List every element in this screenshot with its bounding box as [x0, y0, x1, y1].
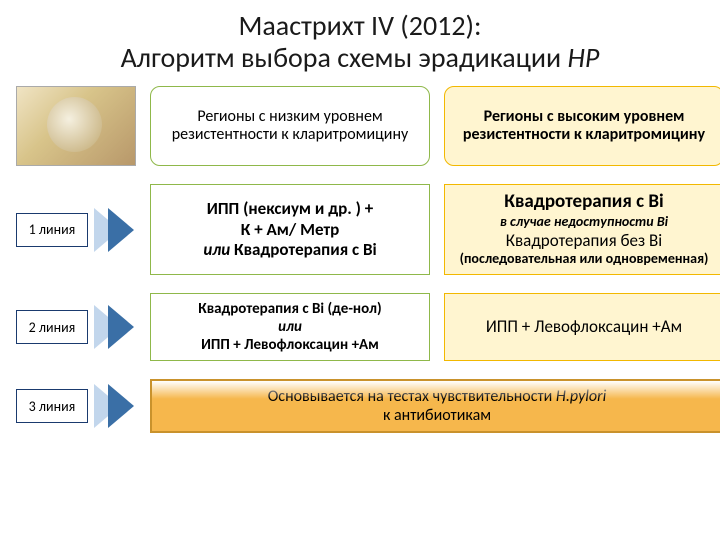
page-title: Маастрихт IV (2012): Алгоритм выбора схе…: [0, 0, 720, 82]
chevron-icon: [94, 208, 134, 252]
line-2-label: 2 линия: [16, 310, 88, 344]
line-1-high-box: Квадротерапия с Biв случае недоступности…: [444, 184, 720, 275]
line-1-label: 1 линия: [16, 213, 88, 247]
line-3-wide-box: Основывается на тестах чувствительности …: [150, 379, 720, 433]
chevron-icon: [94, 305, 134, 349]
line-3-label: 3 линия: [16, 389, 88, 423]
title-line-2: Алгоритм выбора схемы эрадикации НР: [20, 42, 700, 74]
decorative-image: [16, 86, 136, 166]
line-3-label-cell: 3 линия: [16, 379, 136, 433]
line-1-label-cell: 1 линия: [16, 184, 136, 275]
header-high-resistance: Регионы с высоким уровнем резистентности…: [444, 86, 720, 166]
line-2-label-cell: 2 линия: [16, 293, 136, 361]
title-line-1: Маастрихт IV (2012):: [20, 10, 700, 42]
line-2-low-box: Квадротерапия с Bi (де-нол)илиИПП + Лево…: [150, 293, 430, 361]
algorithm-grid: Регионы с низким уровнем резистентности …: [0, 82, 720, 433]
line-2-high-box: ИПП + Левофлоксацин +Ам: [444, 293, 720, 361]
header-low-resistance: Регионы с низким уровнем резистентности …: [150, 86, 430, 166]
line-1-low-box: ИПП (нексиум и др. ) +К + Ам/ Метрили Кв…: [150, 184, 430, 275]
chevron-icon: [94, 384, 134, 428]
